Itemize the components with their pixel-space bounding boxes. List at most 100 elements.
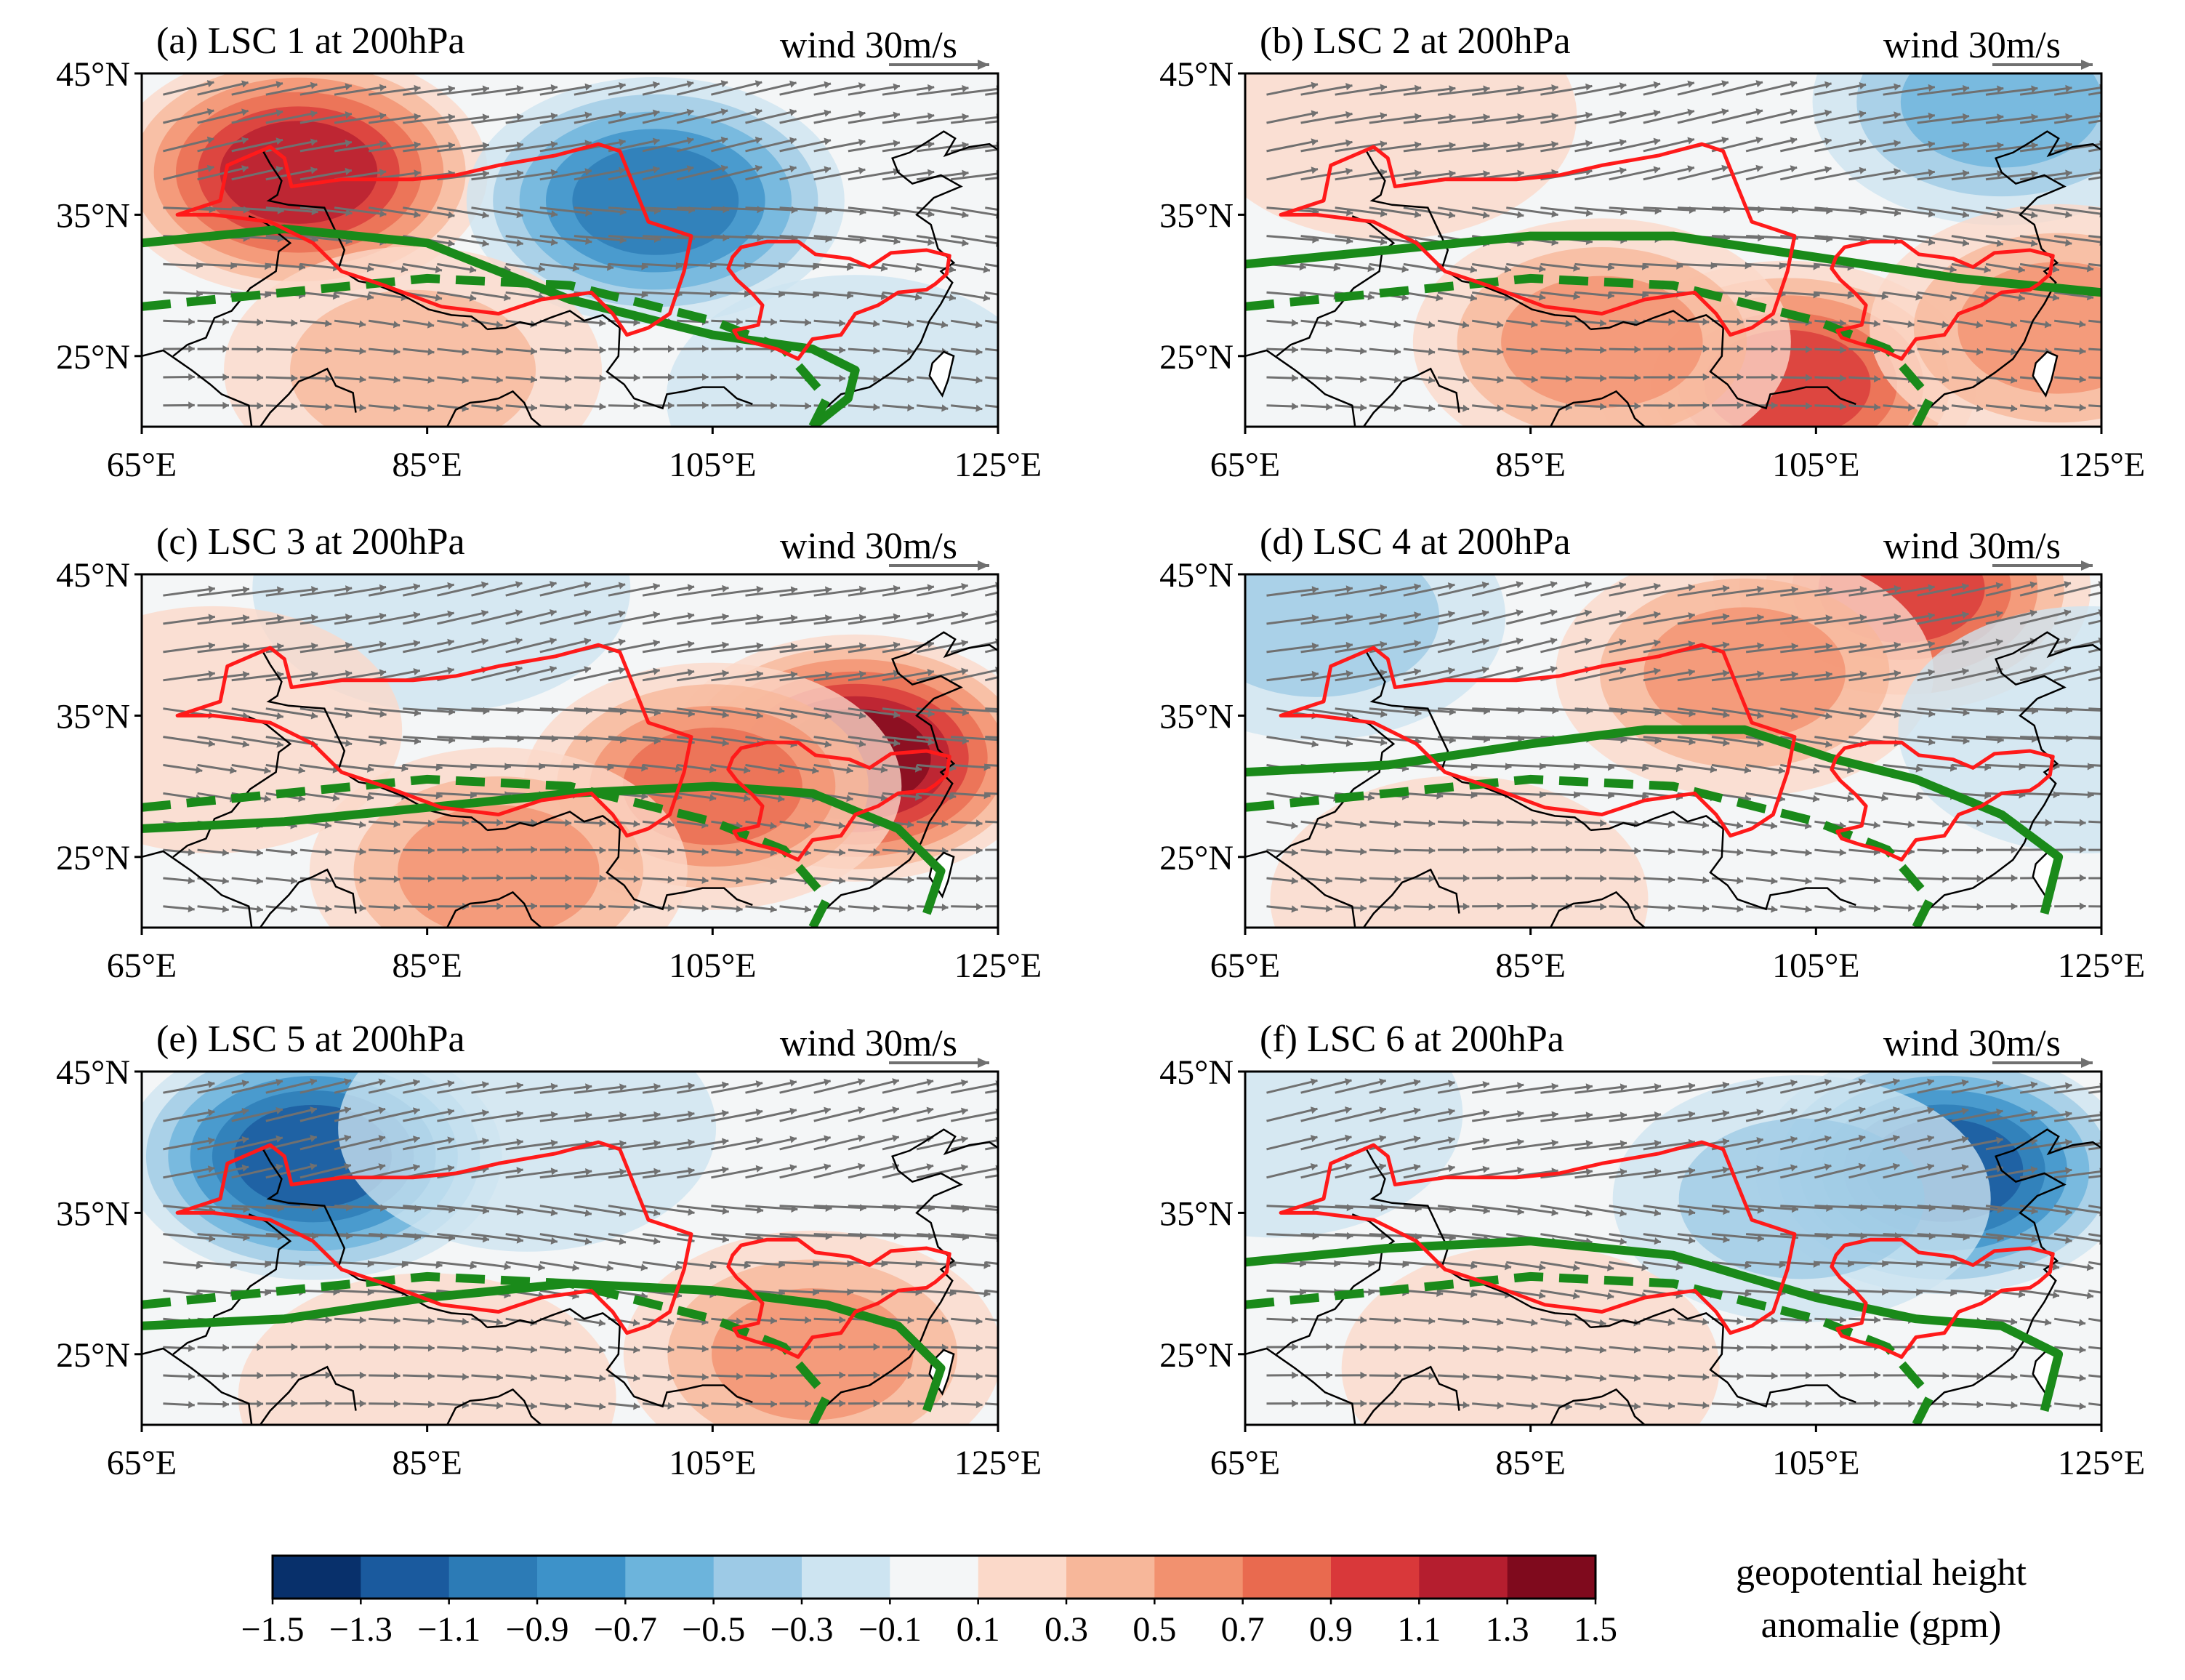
wind-arrowhead bbox=[1688, 668, 1695, 676]
wind-arrowhead bbox=[1600, 819, 1606, 827]
wind-arrow bbox=[608, 763, 648, 770]
wind-arrow bbox=[677, 614, 729, 625]
coastline bbox=[1550, 390, 1646, 427]
wind-arrow bbox=[574, 583, 626, 597]
wind-arrowhead bbox=[1668, 401, 1675, 409]
wind-arrowhead bbox=[927, 710, 935, 718]
wind-arrowhead bbox=[1413, 1136, 1421, 1144]
wind-arrowhead bbox=[2113, 320, 2120, 327]
wind-arrowhead bbox=[222, 877, 229, 885]
wind-arrowhead bbox=[1825, 740, 1832, 748]
wind-arrowhead bbox=[1892, 1134, 1900, 1142]
wind-arrow bbox=[745, 235, 798, 240]
wind-arrowhead bbox=[1859, 642, 1867, 650]
wind-arrowhead bbox=[564, 1319, 571, 1327]
wind-arrowhead bbox=[496, 1402, 503, 1410]
wind-arrowhead bbox=[242, 643, 249, 651]
wind-arrow bbox=[745, 707, 797, 718]
wind-arrow bbox=[1779, 1108, 1832, 1122]
wind-arrow bbox=[1951, 1205, 2004, 1212]
wind-arrowhead bbox=[1029, 666, 1037, 673]
coastline bbox=[1915, 130, 2101, 421]
wind-arrowhead bbox=[2113, 1319, 2120, 1327]
wind-arrowhead bbox=[1031, 142, 1037, 149]
wind-arrowhead bbox=[1840, 346, 1846, 354]
wind-arrowhead bbox=[1584, 638, 1592, 646]
wind-arrow bbox=[2053, 86, 2101, 96]
wind-arrowhead bbox=[290, 877, 297, 885]
wind-arrowhead bbox=[1010, 903, 1017, 910]
wind-arrow bbox=[1506, 1205, 1558, 1215]
wind-arrowhead bbox=[1963, 169, 1970, 177]
wind-arrow bbox=[985, 1089, 998, 1094]
wind-arrowhead bbox=[1806, 1371, 1812, 1380]
wind-arrow bbox=[1780, 792, 1820, 801]
wind-arrowhead bbox=[482, 1081, 489, 1089]
wind-arrowhead bbox=[2010, 321, 2017, 329]
wind-arrowhead bbox=[1325, 821, 1332, 829]
wind-arrowhead bbox=[941, 904, 949, 912]
wind-arrow bbox=[2019, 143, 2072, 153]
wind-arrow bbox=[1609, 262, 1649, 268]
wind-arrow bbox=[1574, 140, 1627, 153]
wind-arrowhead bbox=[482, 211, 489, 219]
wind-arrow bbox=[265, 763, 305, 773]
wind-arrowhead bbox=[1927, 1163, 1934, 1171]
coastlines bbox=[1245, 1128, 2101, 1425]
wind-arrowhead bbox=[1360, 403, 1367, 411]
wind-arrowhead bbox=[291, 1371, 298, 1379]
wind-arrowhead bbox=[858, 138, 866, 146]
wind-arrowhead bbox=[1996, 1080, 2003, 1088]
wind-arrow bbox=[642, 1233, 695, 1242]
wind-arrow bbox=[642, 1141, 695, 1151]
wind-arrowhead bbox=[393, 1317, 401, 1325]
wind-arrow bbox=[985, 1289, 998, 1293]
wind-arrowhead bbox=[482, 1109, 489, 1117]
wind-arrowhead bbox=[379, 140, 387, 148]
wind-arrow bbox=[1643, 1112, 1696, 1122]
wind-arrow bbox=[1917, 1205, 1970, 1210]
wind-arrowhead bbox=[366, 265, 374, 273]
wind-arrow bbox=[813, 1136, 866, 1151]
wind-arrow bbox=[1472, 115, 1524, 124]
wind-arrowhead bbox=[1881, 794, 1888, 802]
wind-arrowhead bbox=[2065, 1138, 2072, 1146]
wind-arrow bbox=[2019, 610, 2072, 625]
wind-arrowhead bbox=[207, 1137, 215, 1145]
wind-arrowhead bbox=[1722, 1109, 1729, 1117]
wind-arrow bbox=[1814, 587, 1867, 597]
wind-arrow bbox=[676, 81, 728, 96]
wind-arrow bbox=[848, 615, 901, 625]
wind-arrowhead bbox=[1394, 847, 1401, 855]
wind-arrow bbox=[163, 206, 216, 212]
wind-arrow bbox=[1985, 235, 2038, 246]
wind-arrowhead bbox=[633, 903, 640, 912]
wind-arrowhead bbox=[880, 794, 888, 802]
wind-arrow bbox=[1917, 206, 1970, 217]
wind-arrowhead bbox=[241, 165, 249, 173]
wind-arrow bbox=[299, 672, 353, 682]
wind-arrow bbox=[1335, 707, 1388, 716]
wind-arrow bbox=[1369, 1165, 1421, 1179]
wind-arrowhead bbox=[1310, 1106, 1318, 1114]
wind-arrowhead bbox=[1620, 208, 1627, 216]
wind-arrowhead bbox=[1585, 140, 1593, 148]
wind-arrow bbox=[882, 114, 935, 124]
wind-arrowhead bbox=[1428, 903, 1436, 911]
country-border bbox=[1365, 150, 1591, 330]
wind-arrowhead bbox=[1394, 376, 1401, 384]
anomaly-field bbox=[142, 73, 998, 427]
wind-arrow bbox=[1369, 171, 1422, 181]
wind-arrowhead bbox=[241, 1080, 249, 1088]
wind-arrow bbox=[505, 1169, 558, 1179]
wind-arrow bbox=[299, 1136, 352, 1151]
wind-arrow bbox=[1540, 1205, 1593, 1215]
wind-arrow bbox=[1848, 141, 1901, 153]
wind-arrowhead bbox=[633, 875, 640, 883]
wind-arrowhead bbox=[188, 1372, 195, 1380]
wind-arrow bbox=[1506, 792, 1546, 796]
country-border bbox=[259, 868, 357, 928]
wind-arrowhead bbox=[2031, 1235, 2038, 1243]
lat-tick-label: 35°N bbox=[56, 1194, 130, 1233]
wind-arrow bbox=[1779, 1136, 1832, 1151]
